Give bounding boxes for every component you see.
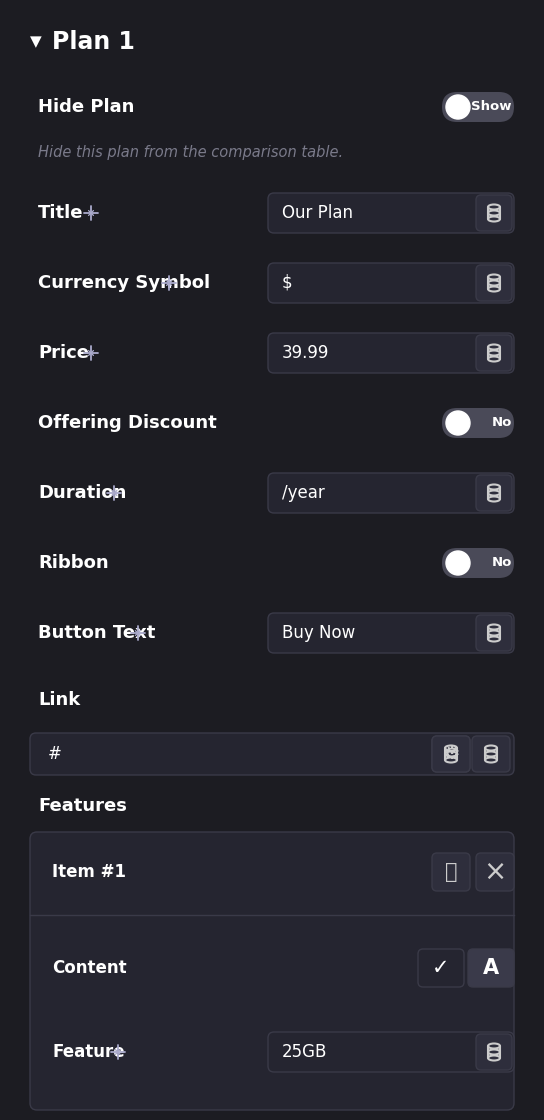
Text: Item #1: Item #1: [52, 864, 126, 881]
Text: Our Plan: Our Plan: [282, 204, 353, 222]
Text: ▼: ▼: [30, 35, 42, 49]
FancyBboxPatch shape: [476, 335, 512, 371]
FancyBboxPatch shape: [268, 263, 514, 304]
Text: Button Text: Button Text: [38, 624, 156, 642]
Text: Buy Now: Buy Now: [282, 624, 355, 642]
FancyBboxPatch shape: [418, 949, 464, 987]
Bar: [488, 345, 500, 362]
Text: Offering Discount: Offering Discount: [38, 414, 217, 432]
Text: Plan 1: Plan 1: [52, 30, 135, 54]
Bar: [488, 205, 500, 222]
Text: ×: ×: [484, 858, 506, 886]
Bar: [488, 274, 500, 291]
Bar: [488, 625, 500, 642]
Text: #: #: [48, 745, 62, 763]
Text: Currency Symbol: Currency Symbol: [38, 274, 210, 292]
Text: Hide this plan from the comparison table.: Hide this plan from the comparison table…: [38, 144, 343, 159]
FancyBboxPatch shape: [442, 92, 514, 122]
Circle shape: [446, 551, 470, 575]
FancyBboxPatch shape: [268, 193, 514, 233]
FancyBboxPatch shape: [472, 736, 510, 772]
Text: Title: Title: [38, 204, 83, 222]
Circle shape: [446, 411, 470, 435]
Bar: [488, 1044, 500, 1061]
FancyBboxPatch shape: [476, 475, 512, 511]
Text: No: No: [492, 557, 512, 569]
Text: Ribbon: Ribbon: [38, 554, 109, 572]
Text: Duration: Duration: [38, 484, 126, 502]
Text: ✓: ✓: [432, 958, 450, 978]
FancyBboxPatch shape: [476, 615, 512, 651]
Text: Hide Plan: Hide Plan: [38, 99, 134, 116]
FancyBboxPatch shape: [432, 736, 470, 772]
Bar: [485, 746, 497, 763]
FancyBboxPatch shape: [442, 408, 514, 438]
Text: Feature: Feature: [52, 1043, 125, 1061]
Bar: [445, 746, 457, 763]
FancyBboxPatch shape: [476, 1034, 512, 1070]
Text: ⎘: ⎘: [445, 862, 458, 883]
FancyBboxPatch shape: [476, 265, 512, 301]
Bar: [488, 485, 500, 502]
Text: Price: Price: [38, 344, 89, 362]
FancyBboxPatch shape: [432, 853, 470, 892]
FancyBboxPatch shape: [268, 333, 514, 373]
Text: /year: /year: [282, 484, 325, 502]
Text: Features: Features: [38, 797, 127, 815]
Text: No: No: [492, 417, 512, 429]
Text: ⚙: ⚙: [443, 745, 459, 763]
FancyBboxPatch shape: [268, 1032, 514, 1072]
Text: A: A: [483, 958, 499, 978]
FancyBboxPatch shape: [432, 736, 470, 772]
FancyBboxPatch shape: [268, 613, 514, 653]
Text: Show: Show: [472, 101, 512, 113]
FancyBboxPatch shape: [30, 832, 514, 1110]
Text: 39.99: 39.99: [282, 344, 329, 362]
FancyBboxPatch shape: [476, 195, 512, 231]
FancyBboxPatch shape: [468, 949, 514, 987]
Text: 25GB: 25GB: [282, 1043, 327, 1061]
Text: ⚙: ⚙: [443, 745, 459, 763]
FancyBboxPatch shape: [268, 473, 514, 513]
Text: Content: Content: [52, 959, 127, 977]
Text: Link: Link: [38, 691, 81, 709]
FancyBboxPatch shape: [442, 548, 514, 578]
FancyBboxPatch shape: [476, 853, 514, 892]
Circle shape: [446, 95, 470, 119]
Text: $: $: [282, 274, 293, 292]
FancyBboxPatch shape: [30, 732, 514, 775]
